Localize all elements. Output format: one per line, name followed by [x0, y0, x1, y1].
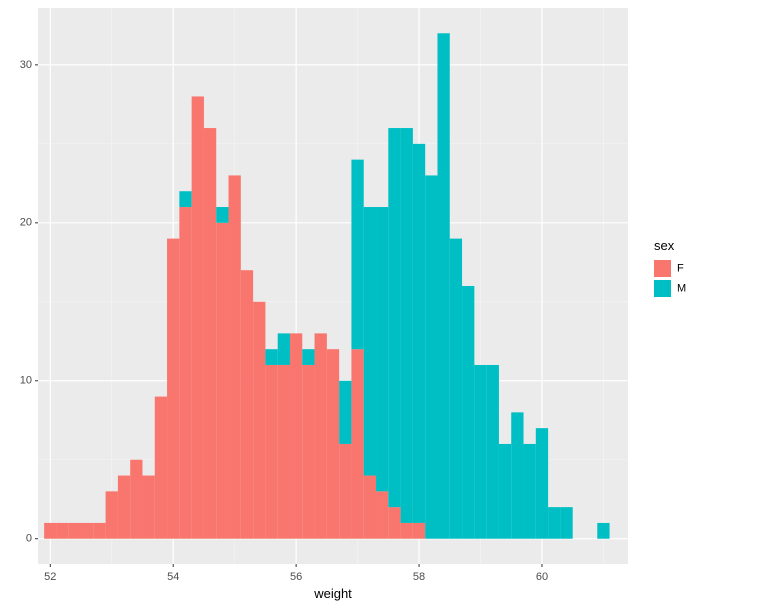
- bar-M: [437, 33, 449, 538]
- bar-M: [425, 175, 437, 538]
- bar-M: [302, 349, 314, 365]
- bar-M: [179, 191, 191, 207]
- bar-M: [560, 507, 572, 539]
- x-tick-label: 58: [413, 571, 425, 583]
- bar-F: [216, 223, 228, 539]
- bar-F: [265, 365, 277, 539]
- bar-M: [364, 207, 376, 476]
- bar-M: [450, 239, 462, 539]
- bar-M: [413, 144, 425, 523]
- bar-M: [388, 128, 400, 507]
- bar-F: [241, 270, 253, 539]
- bar-M: [487, 365, 499, 539]
- bar-F: [364, 476, 376, 539]
- bar-F: [130, 460, 142, 539]
- y-tick-label: 20: [20, 217, 32, 229]
- chart-svg: 0 10 20 30 52 54 56 58 60 weight sexFM: [0, 0, 761, 609]
- legend-key-M: [654, 280, 671, 297]
- bar-F: [179, 207, 191, 539]
- legend-label-M: M: [677, 282, 686, 294]
- bar-M: [278, 333, 290, 365]
- bar-M: [536, 428, 548, 539]
- bar-F: [302, 365, 314, 539]
- bar-F: [155, 397, 167, 539]
- bar-F: [401, 523, 413, 539]
- bar-F: [278, 365, 290, 539]
- bar-M: [351, 160, 363, 350]
- bar-M: [339, 381, 351, 444]
- bar-F: [339, 444, 351, 539]
- bar-F: [81, 523, 93, 539]
- y-tick-label: 10: [20, 375, 32, 387]
- y-tick-label: 30: [20, 59, 32, 71]
- x-axis-label: weight: [313, 586, 352, 601]
- bar-F: [351, 349, 363, 539]
- bar-F: [290, 333, 302, 538]
- bar-F: [315, 333, 327, 538]
- histogram-chart: 0 10 20 30 52 54 56 58 60 weight sexFM: [0, 0, 761, 609]
- bar-M: [216, 207, 228, 223]
- bar-F: [69, 523, 81, 539]
- bar-F: [167, 239, 179, 539]
- bar-F: [327, 349, 339, 539]
- x-tick-label: 54: [167, 571, 179, 583]
- bar-F: [106, 491, 118, 538]
- bar-F: [229, 175, 241, 538]
- legend-title: sex: [654, 238, 675, 253]
- bar-F: [44, 523, 56, 539]
- bar-M: [474, 365, 486, 539]
- bar-F: [192, 96, 204, 538]
- bar-F: [204, 128, 216, 539]
- bar-M: [524, 444, 536, 539]
- x-tick-label: 60: [536, 571, 548, 583]
- bar-M: [499, 444, 511, 539]
- bar-F: [56, 523, 68, 539]
- x-tick-label: 52: [44, 571, 56, 583]
- bar-M: [265, 349, 277, 365]
- legend-label-F: F: [677, 262, 684, 274]
- bar-F: [93, 523, 105, 539]
- bar-F: [142, 476, 154, 539]
- bar-F: [388, 507, 400, 539]
- bar-M: [597, 523, 609, 539]
- bar-F: [413, 523, 425, 539]
- bar-M: [548, 507, 560, 539]
- y-tick-label: 0: [26, 533, 32, 545]
- bar-F: [118, 476, 130, 539]
- bar-M: [376, 207, 388, 491]
- bar-M: [462, 286, 474, 539]
- bar-M: [511, 412, 523, 538]
- bar-F: [376, 491, 388, 538]
- legend-key-F: [654, 260, 671, 277]
- bar-M: [401, 128, 413, 523]
- x-tick-label: 56: [290, 571, 302, 583]
- bar-F: [253, 302, 265, 539]
